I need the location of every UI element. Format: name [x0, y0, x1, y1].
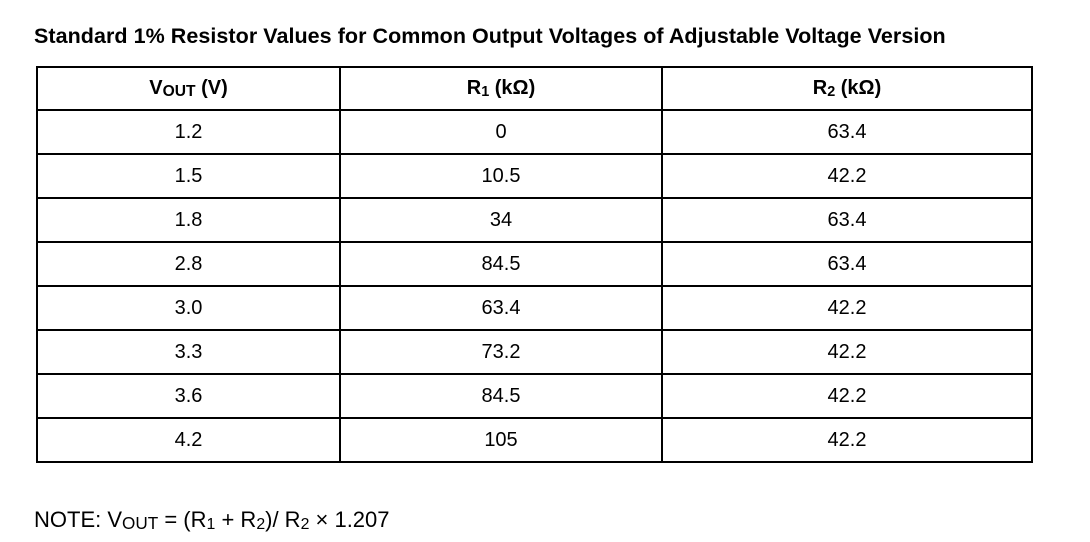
- header-r2: R2 (kΩ): [661, 66, 1033, 111]
- cell-r1: 63.4: [339, 285, 663, 331]
- table-row: 3.6 84.5 42.2: [36, 373, 1033, 419]
- cell-vout: 3.6: [36, 373, 341, 419]
- note-r2-sub-b: 2: [300, 516, 310, 534]
- table-row: 4.2 105 42.2: [36, 417, 1033, 463]
- cell-vout: 3.0: [36, 285, 341, 331]
- header-vout: VOUT (V): [36, 66, 341, 111]
- cell-r1: 84.5: [339, 373, 663, 419]
- table-row: 3.0 63.4 42.2: [36, 285, 1033, 331]
- header-vout-sub: OUT: [162, 82, 196, 100]
- table-row: 1.8 34 63.4: [36, 197, 1033, 243]
- note-part1: = (R: [158, 507, 207, 532]
- table-header-row: VOUT (V) R1 (kΩ) R2 (kΩ): [36, 66, 1033, 111]
- table-row: 3.3 73.2 42.2: [36, 329, 1033, 375]
- header-r1-unit: (kΩ): [489, 77, 536, 99]
- header-r2-sub: 2: [827, 84, 836, 101]
- cell-r2: 63.4: [661, 109, 1033, 155]
- header-r2-main: R: [812, 77, 828, 99]
- cell-r2: 42.2: [661, 329, 1033, 375]
- cell-r2: 42.2: [661, 417, 1033, 463]
- note-part3: )/ R: [265, 507, 301, 532]
- cell-r1: 105: [339, 417, 663, 463]
- header-r1-main: R: [466, 77, 482, 99]
- header-r1: R1 (kΩ): [339, 66, 663, 111]
- cell-vout: 3.3: [36, 329, 341, 375]
- cell-vout: 1.2: [36, 109, 341, 155]
- header-r1-sub: 1: [481, 84, 490, 101]
- cell-r1: 73.2: [339, 329, 663, 375]
- table-row: 1.2 0 63.4: [36, 109, 1033, 155]
- table-title: Standard 1% Resistor Values for Common O…: [34, 24, 946, 48]
- cell-r2: 42.2: [661, 285, 1033, 331]
- formula-note: NOTE: VOUT = (R1 + R2)/ R2 × 1.207: [34, 507, 390, 533]
- header-r2-unit: (kΩ): [835, 77, 882, 99]
- note-prefix: NOTE: V: [34, 507, 123, 532]
- cell-r1: 34: [339, 197, 663, 243]
- cell-r2: 63.4: [661, 197, 1033, 243]
- cell-vout: 4.2: [36, 417, 341, 463]
- header-vout-unit: (V): [195, 77, 228, 99]
- note-part2: + R: [215, 507, 257, 532]
- note-vout-sub: OUT: [122, 513, 159, 534]
- note-part4: × 1.207: [309, 507, 390, 532]
- resistor-values-table: VOUT (V) R1 (kΩ) R2 (kΩ) 1.2 0 63.4 1.5 …: [36, 66, 1033, 463]
- note-r2-sub-a: 2: [256, 516, 266, 534]
- cell-vout: 1.8: [36, 197, 341, 243]
- table-row: 1.5 10.5 42.2: [36, 153, 1033, 199]
- cell-r2: 42.2: [661, 373, 1033, 419]
- header-vout-main: V: [149, 77, 163, 99]
- cell-r2: 42.2: [661, 153, 1033, 199]
- cell-r1: 0: [339, 109, 663, 155]
- table-row: 2.8 84.5 63.4: [36, 241, 1033, 287]
- cell-r2: 63.4: [661, 241, 1033, 287]
- cell-r1: 84.5: [339, 241, 663, 287]
- cell-r1: 10.5: [339, 153, 663, 199]
- note-r1-sub: 1: [206, 516, 216, 534]
- cell-vout: 1.5: [36, 153, 341, 199]
- cell-vout: 2.8: [36, 241, 341, 287]
